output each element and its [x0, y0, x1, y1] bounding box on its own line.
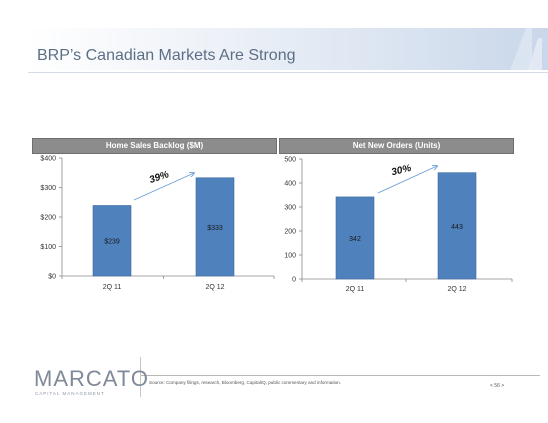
- marcato-logo: MARCATO: [34, 366, 149, 391]
- logo-subtitle: CAPITAL MANAGEMENT: [35, 391, 105, 396]
- growth-label: 39%: [148, 169, 171, 186]
- bar-value-label: $333: [207, 225, 223, 232]
- y-tick-label: $300: [40, 185, 56, 192]
- bar: [195, 177, 235, 277]
- title-banner: [28, 28, 548, 70]
- bar: [437, 172, 477, 280]
- category-label: 2Q 11: [346, 286, 365, 293]
- bar: [335, 196, 375, 280]
- page-title: BRP’s Canadian Markets Are Strong: [37, 47, 296, 64]
- y-tick-label: 100: [284, 253, 296, 260]
- footer-vertical-divider: [140, 357, 141, 397]
- footer-divider: [140, 375, 540, 376]
- category-label: 2Q 11: [103, 284, 122, 291]
- y-tick-label: 300: [284, 205, 296, 212]
- category-label: 2Q 12: [205, 284, 224, 291]
- y-tick-label: 500: [284, 157, 296, 164]
- y-tick-label: 400: [284, 181, 296, 188]
- bar-value-label: 443: [451, 224, 463, 231]
- source-note: Source: Company filings, research, Bloom…: [149, 380, 342, 385]
- category-label: 2Q 12: [447, 286, 466, 293]
- bar-value-label: $239: [104, 239, 120, 246]
- chart-title-net-new-orders: Net New Orders (Units): [279, 138, 514, 154]
- chart-title-home-sales-backlog: Home Sales Backlog ($M): [32, 138, 277, 154]
- page-number: < 56 >: [490, 383, 505, 389]
- y-tick-label: 0: [292, 277, 296, 284]
- y-tick-label: $200: [40, 215, 56, 222]
- title-divider: [28, 72, 548, 73]
- growth-label: 30%: [390, 163, 412, 179]
- y-tick-label: 200: [284, 229, 296, 236]
- growth-arrow: [377, 166, 437, 194]
- growth-arrow: [133, 173, 194, 201]
- bar-value-label: 342: [349, 236, 361, 243]
- bar: [92, 205, 132, 277]
- y-tick-label: $100: [40, 244, 56, 251]
- banner-decoration: [510, 28, 542, 70]
- y-tick-label: $400: [40, 156, 56, 163]
- y-tick-label: $0: [48, 274, 56, 281]
